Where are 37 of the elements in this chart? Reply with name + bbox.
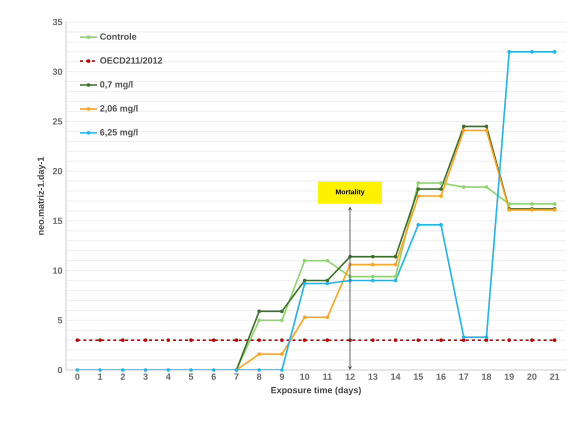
x-tick-label: 4 <box>166 374 171 380</box>
x-tick-label: 3 <box>143 374 148 380</box>
legend-label: 0,7 mg/l <box>100 81 133 90</box>
x-tick-label: 15 <box>414 374 424 380</box>
x-tick-label: 19 <box>504 374 514 380</box>
x-tick-label: 0 <box>75 374 80 380</box>
x-tick-label: 6 <box>212 374 216 380</box>
y-axis-title: neo.matriz-1.day-1 <box>37 156 46 235</box>
x-tick-label: 16 <box>436 374 446 380</box>
y-tick-label: 35 <box>52 18 62 26</box>
x-tick-label: 10 <box>300 374 310 380</box>
x-tick-label: 20 <box>527 374 537 380</box>
x-tick-label: 14 <box>391 374 400 380</box>
x-tick-label: 1 <box>98 374 102 380</box>
legend-label: 2,06 mg/l <box>100 104 138 114</box>
y-tick-label: 30 <box>52 68 62 75</box>
x-tick-label: 2 <box>120 374 125 380</box>
x-tick-label: 12 <box>346 374 355 380</box>
x-tick-label: 21 <box>550 374 560 380</box>
legend-label: 6,25 mg/l <box>100 128 138 138</box>
x-tick-label: 18 <box>482 374 492 380</box>
legend-label: Controle <box>100 33 136 40</box>
y-tick-label: 20 <box>52 168 62 174</box>
x-tick-label: 5 <box>188 374 194 380</box>
y-tick-label: 5 <box>58 317 62 324</box>
y-tick-label: 0 <box>58 366 62 374</box>
x-axis-title: Exposure time (days) <box>271 386 361 396</box>
x-tick-label: 8 <box>256 374 262 380</box>
x-tick-label: 9 <box>280 374 284 380</box>
x-tick-label: 11 <box>323 374 332 380</box>
y-tick-label: 10 <box>53 267 62 274</box>
y-tick-label: 25 <box>52 118 62 125</box>
y-tick-label: 15 <box>53 218 62 224</box>
x-tick-label: 13 <box>368 374 378 380</box>
legend-label: OECD211/2012 <box>100 57 162 64</box>
x-tick-label: 7 <box>234 374 239 380</box>
x-tick-label: 17 <box>459 374 468 380</box>
